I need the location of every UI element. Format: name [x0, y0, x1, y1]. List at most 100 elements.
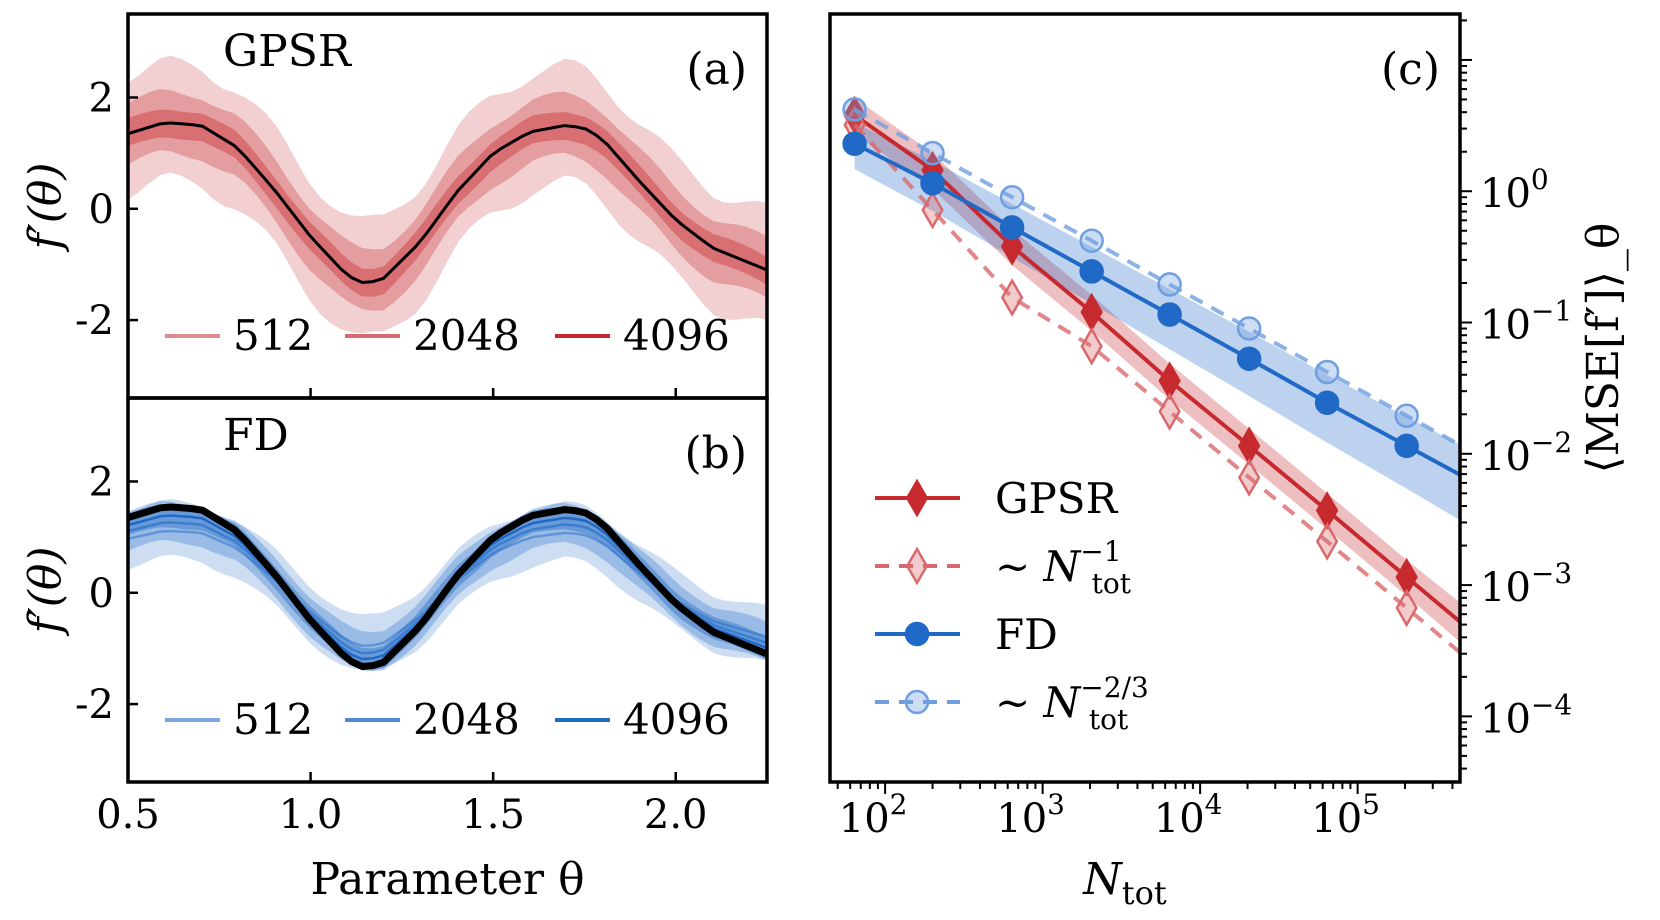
legend-label: 4096	[623, 311, 730, 360]
data-point	[1315, 491, 1339, 530]
panel-label: (c)	[1381, 44, 1440, 95]
y-tick-label: -2	[75, 682, 114, 728]
y-tick-base: 10	[1480, 171, 1531, 217]
data-point	[1314, 359, 1340, 385]
data-point	[1237, 458, 1261, 497]
data-point	[1236, 346, 1262, 371]
axes-frame-b	[126, 396, 769, 784]
x-axis-label-sub: tot	[1122, 874, 1167, 912]
y-tick-label: 2	[89, 459, 114, 505]
panel-b: -2 0 2 0.5 1.0 1.5 2.0 FD (b) f′(θ) Parameter θ 512…	[20, 396, 769, 905]
data-point	[1158, 392, 1181, 431]
legend-label-sub: tot	[1092, 567, 1132, 600]
y-tick-base: 10	[1480, 303, 1531, 349]
x-tick-base: 10	[1311, 796, 1362, 842]
y-tick-base: 10	[1480, 696, 1531, 742]
panel-label: (a)	[686, 44, 747, 95]
legend-label: GPSR	[995, 474, 1119, 523]
y-tick-base: 10	[1480, 434, 1531, 480]
data-point	[1157, 302, 1182, 327]
data-point	[842, 131, 867, 156]
y-tick-label: 10−4	[1480, 688, 1572, 742]
y-tick-exponent: −3	[1531, 557, 1572, 590]
y-tick-label: 10−1	[1480, 295, 1572, 349]
x-tick-base: 10	[996, 796, 1047, 842]
x-tick-label: 0.5	[96, 792, 160, 838]
y-tick-label: 10−3	[1480, 557, 1572, 611]
legend-label: 512	[233, 695, 313, 744]
data-point	[1236, 316, 1262, 341]
x-tick-exponent: 5	[1362, 788, 1380, 821]
legend-label: 2048	[413, 311, 520, 360]
y-tick-exponent: −1	[1531, 295, 1572, 328]
y-tick-exponent: −2	[1531, 426, 1572, 459]
legend-swatch-marker	[905, 478, 929, 518]
data-point	[1157, 272, 1182, 297]
data-point	[920, 171, 945, 196]
x-tick-label: 102	[839, 788, 908, 842]
data-point	[921, 190, 944, 230]
y-axis-label: ⟨MSE[f′]⟩_θ	[1578, 223, 1629, 474]
x-tick-base: 10	[839, 796, 890, 842]
x-tick-exponent: 2	[890, 788, 908, 821]
y-tick-label: 10−2	[1480, 426, 1572, 480]
y-tick-label: 100	[1480, 163, 1549, 217]
panel-label: (b)	[685, 428, 748, 479]
series-line-3	[853, 107, 1461, 447]
legend-label-base: N	[1043, 678, 1082, 727]
y-tick-label: -2	[75, 298, 114, 344]
true-derivative-line	[126, 503, 769, 671]
legend-label-base: GPSR	[995, 474, 1119, 523]
legend-label: ~ N−1 tot	[995, 535, 1132, 600]
x-tick-label: 1.0	[279, 792, 343, 838]
data-point	[1080, 326, 1103, 366]
data-point	[1394, 403, 1419, 428]
legend-label-prefix: ~	[995, 542, 1044, 591]
panel-c: 102 103 104 10510010−110−210−310−4(c)Ntot⟨M…	[828, 12, 1629, 912]
y-tick-exponent: −4	[1531, 688, 1572, 721]
legend-label: ~ N−2/3 tot	[995, 671, 1149, 736]
y-axis-label: f′(θ)	[20, 162, 71, 252]
y-tick-label: 0	[89, 187, 114, 233]
x-tick-base: 10	[1154, 796, 1205, 842]
data-point	[1079, 259, 1104, 284]
legend-swatch-marker	[904, 689, 930, 715]
series-line-1	[853, 123, 1462, 655]
y-tick-label: 0	[89, 571, 114, 617]
legend-label-base: N	[1043, 542, 1082, 591]
legend-label: 4096	[623, 695, 730, 744]
data-point	[1158, 361, 1181, 401]
x-tick-label: 104	[1154, 788, 1223, 842]
y-tick-base: 10	[1480, 565, 1531, 611]
x-tick-label: 1.5	[461, 792, 525, 838]
data-point	[1395, 557, 1418, 597]
legend-label-prefix: ~	[995, 678, 1044, 727]
legend-swatch-marker	[904, 621, 930, 647]
data-point	[999, 184, 1025, 210]
axes-frame-c	[828, 12, 1462, 784]
data-point	[1315, 522, 1339, 561]
data-point	[1314, 390, 1340, 415]
panel-a: -2 0 2 GPSR (a) f′(θ) 512 2048 4096	[20, 12, 769, 400]
band-512	[128, 55, 767, 334]
legend-label-sub: tot	[1089, 703, 1129, 736]
y-tick-label: 2	[89, 75, 114, 121]
x-axis-label: Parameter θ	[310, 854, 584, 905]
y-axis-label: f′(θ)	[20, 546, 71, 636]
x-axis-label-base: N	[1082, 854, 1123, 905]
true-derivative-line	[127, 121, 768, 285]
x-tick-label: 2.0	[644, 792, 708, 838]
data-point	[1079, 228, 1104, 253]
panel-title: FD	[223, 410, 289, 461]
data-point	[1394, 433, 1419, 459]
legend-label: FD	[995, 610, 1058, 659]
x-tick-label: 105	[1311, 788, 1380, 842]
legend-label-sup: −2/3	[1080, 671, 1149, 704]
data-point	[1000, 278, 1024, 317]
legend-label-sup: −1	[1080, 535, 1121, 568]
legend-swatch-marker	[905, 546, 929, 586]
y-tick-exponent: 0	[1531, 163, 1549, 196]
data-point	[842, 97, 867, 122]
data-point	[920, 140, 945, 166]
